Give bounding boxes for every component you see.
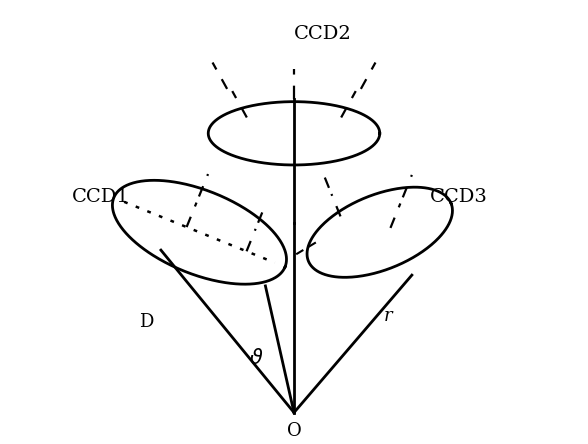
Text: $\vartheta$: $\vartheta$ [249,348,264,368]
Text: CCD1: CCD1 [72,188,129,206]
Text: CCD3: CCD3 [430,188,488,206]
Text: O: O [286,422,302,440]
Text: D: D [139,313,154,331]
Text: CCD2: CCD2 [294,25,352,44]
Text: r: r [384,307,393,325]
